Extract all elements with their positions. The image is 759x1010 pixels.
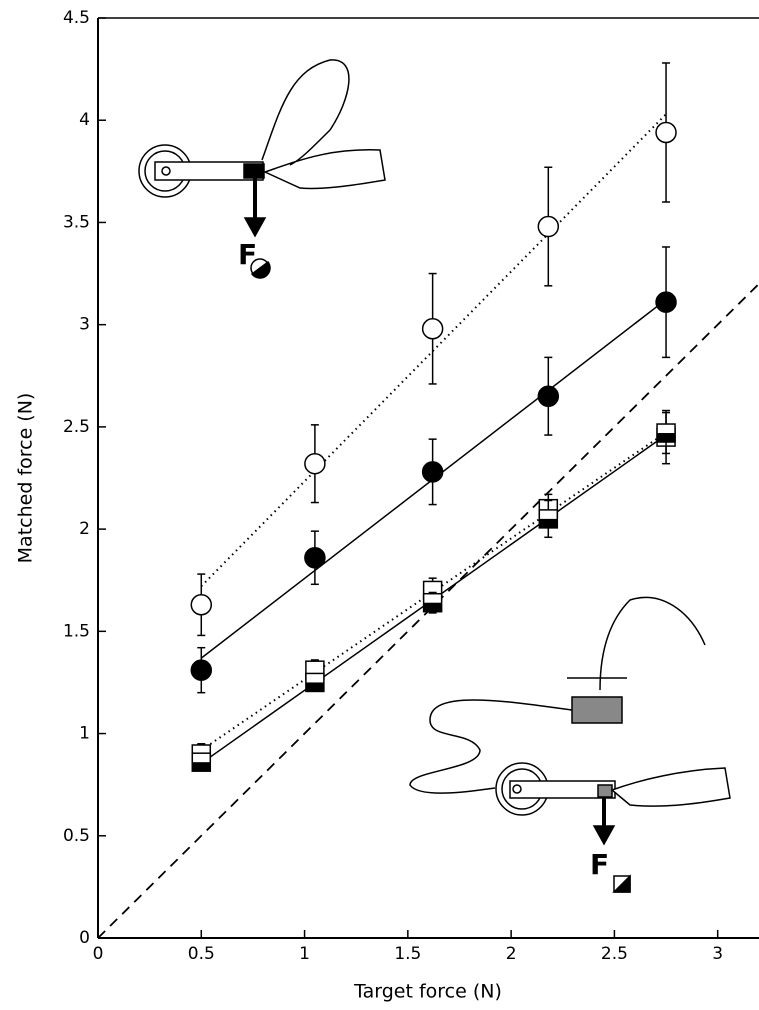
illustration-top [138,59,386,279]
marker-fill [539,518,558,528]
marker [537,385,560,407]
y-tick-label: 4.5 [63,8,90,28]
marker [305,672,325,693]
y-tick-label: 2 [79,519,90,539]
marker [304,546,326,569]
y-tick-label: 2.5 [63,417,90,437]
marker [421,461,444,483]
x-tick-label: 2.5 [601,944,628,964]
marker [190,594,213,616]
y-tick-label: 0.5 [63,826,90,846]
marker [190,659,213,681]
y-axis-label: Matched force (N) [15,393,37,564]
y-tick-label: 4 [79,110,90,130]
annotation: F [590,848,609,881]
marker [421,318,444,340]
x-tick-label: 1.5 [394,944,421,964]
marker [537,215,560,238]
y-tick-label: 3.5 [63,212,90,232]
marker [655,291,677,313]
y-tick-label: 1.5 [63,621,90,641]
marker [656,423,676,443]
x-tick-label: 2 [506,944,517,964]
x-tick-label: 1 [299,944,310,964]
annotation: F [238,238,257,271]
fit-line [200,113,667,587]
x-tick-label: 0 [93,944,104,964]
marker-fill [192,762,211,772]
y-tick-label: 1 [79,724,90,744]
marker-fill [423,602,442,612]
x-tick-label: 3 [712,944,723,964]
marker-fill [657,433,676,443]
marker [538,509,559,529]
marker [422,592,443,613]
marker [304,452,326,475]
x-tick-label: 0.5 [188,944,215,964]
marker [191,752,212,772]
y-tick-label: 3 [79,315,90,335]
x-axis-label: Target force (N) [353,981,502,1003]
illustration-bottom [409,596,731,893]
y-tick-label: 0 [79,928,90,948]
marker [655,121,677,144]
marker-fill [305,682,324,692]
